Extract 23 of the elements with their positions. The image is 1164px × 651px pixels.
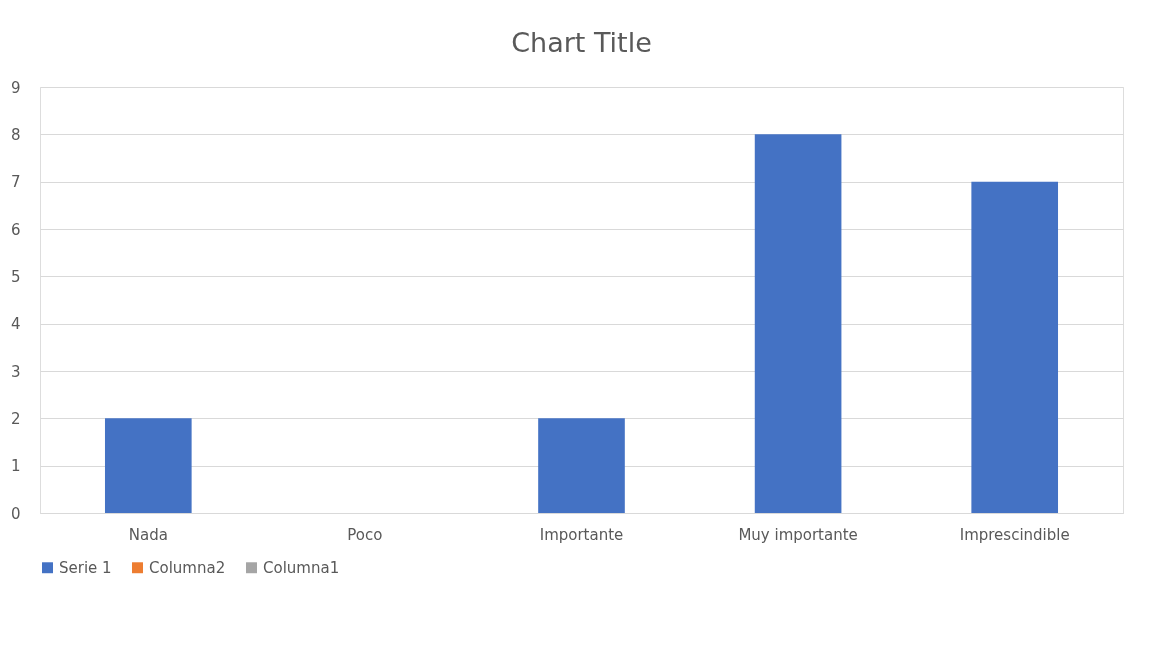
bar — [754, 134, 842, 513]
legend-label: Columna1 — [263, 558, 340, 577]
legend-label: Serie 1 — [59, 558, 112, 577]
y-tick-label: 4 — [10, 315, 21, 334]
y-tick-label: 9 — [10, 78, 21, 97]
y-tick-label: 3 — [10, 362, 21, 381]
y-tick-label: 1 — [10, 457, 21, 476]
y-tick-label: 0 — [10, 504, 21, 523]
x-tick-label: Imprescindible — [959, 525, 1070, 544]
bar — [104, 418, 192, 513]
y-tick-label: 8 — [10, 125, 21, 144]
bar — [971, 181, 1059, 513]
y-tick-label: 6 — [10, 220, 21, 239]
y-tick-label: 2 — [10, 409, 21, 428]
bar — [538, 418, 625, 513]
chart-title: Chart Title — [511, 27, 652, 58]
x-tick-label: Muy importante — [738, 525, 858, 544]
y-tick-label: 5 — [10, 267, 21, 286]
y-tick-label: 7 — [10, 173, 21, 192]
x-tick-label: Importante — [539, 525, 624, 544]
legend-label: Columna2 — [149, 558, 226, 577]
x-tick-label: Nada — [128, 525, 168, 544]
x-tick-label: Poco — [347, 525, 383, 544]
